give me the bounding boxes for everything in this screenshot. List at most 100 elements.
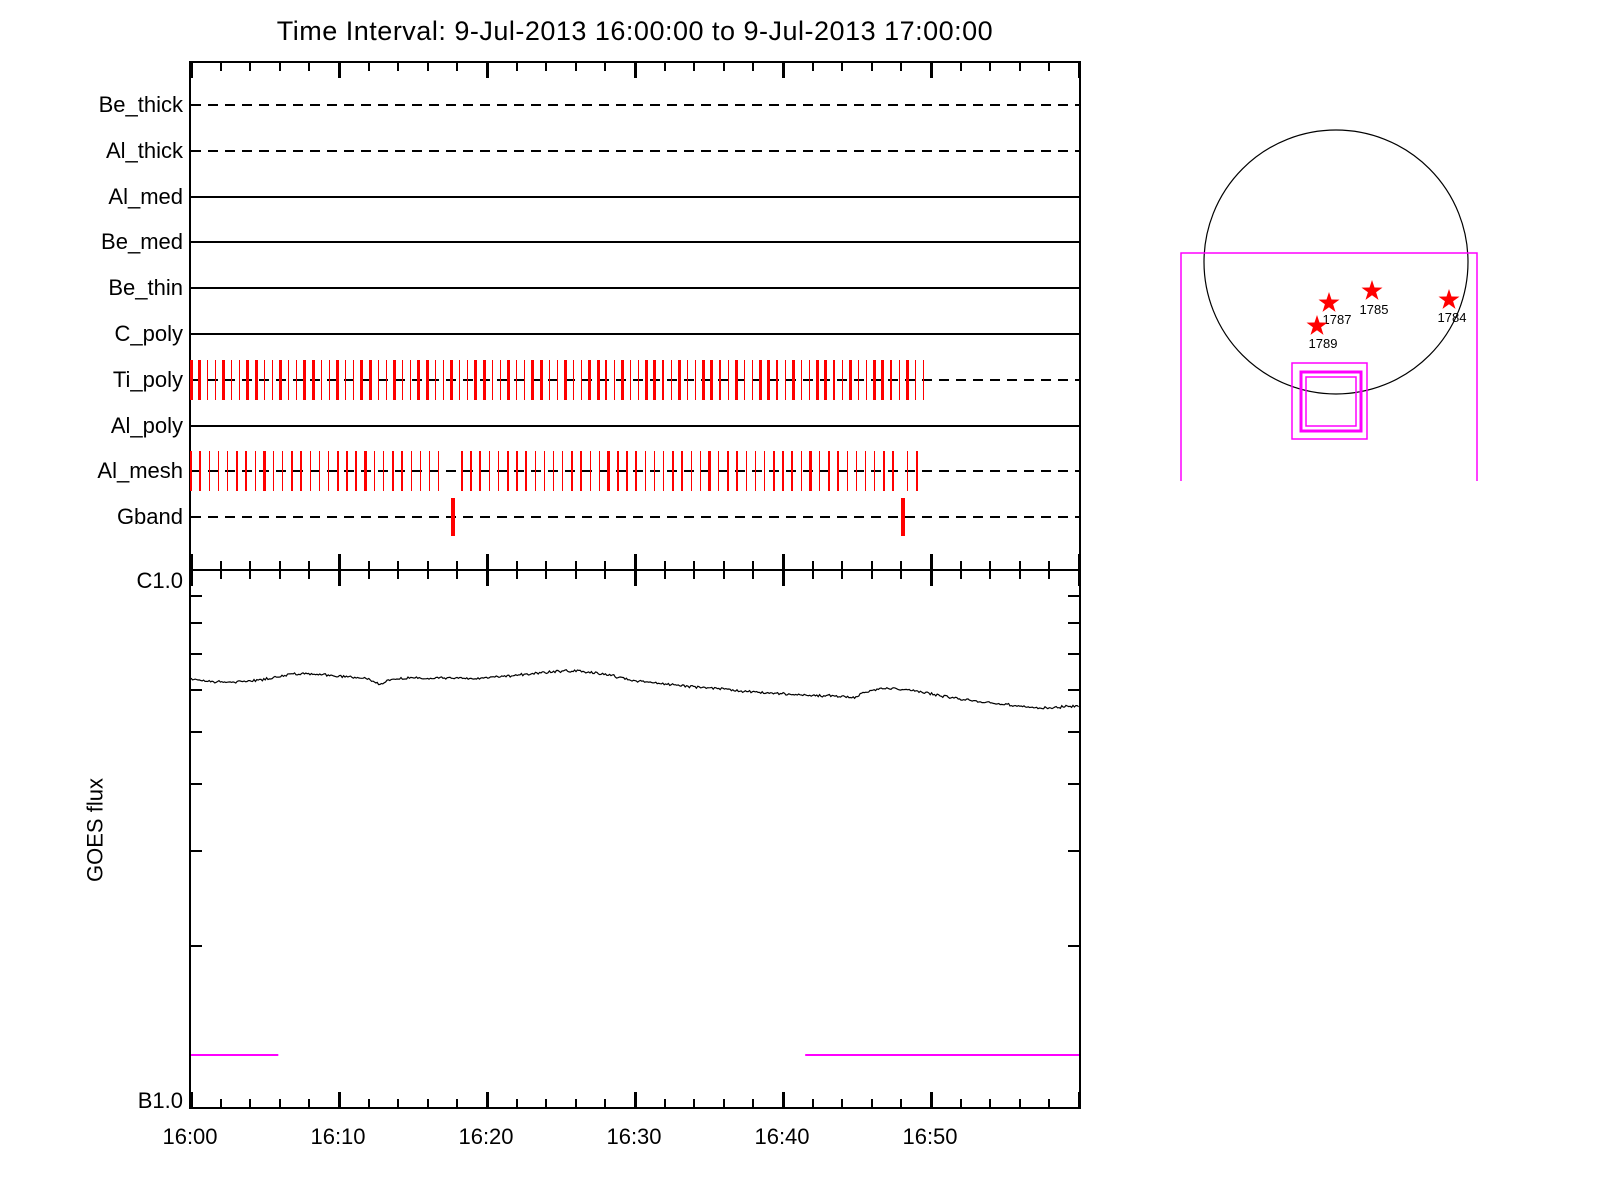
axis-tick-bottom bbox=[397, 561, 400, 569]
exposure-tick bbox=[506, 451, 509, 492]
exposure-tick bbox=[491, 359, 493, 400]
axis-tick-bottom bbox=[308, 561, 311, 569]
goes-y-minor-tick bbox=[191, 688, 202, 691]
goes-y-minor-tick bbox=[1068, 731, 1079, 734]
axis-tick-top bbox=[278, 63, 281, 71]
exposure-tick bbox=[360, 359, 364, 400]
active-region-label: 1787 bbox=[1323, 312, 1352, 327]
exposure-tick bbox=[497, 451, 500, 492]
exposure-tick bbox=[524, 359, 526, 400]
axis-tick-top bbox=[989, 571, 992, 579]
exposure-tick bbox=[677, 359, 681, 400]
axis-tick-top bbox=[781, 571, 785, 586]
exposure-tick bbox=[515, 359, 518, 400]
axis-tick-top bbox=[574, 63, 577, 71]
exposure-tick bbox=[271, 359, 274, 400]
exposure-tick bbox=[189, 359, 193, 400]
axis-tick-bottom bbox=[189, 554, 193, 569]
axis-tick-bottom bbox=[959, 1099, 962, 1107]
exposure-tick bbox=[588, 359, 592, 400]
exposure-tick bbox=[579, 451, 583, 492]
axis-tick-bottom bbox=[397, 1099, 400, 1107]
exposure-tick bbox=[589, 451, 591, 492]
exposure-tick bbox=[629, 359, 632, 400]
goes-y-minor-tick bbox=[191, 621, 202, 624]
axis-tick-top bbox=[1018, 63, 1021, 71]
axis-tick-top bbox=[456, 63, 459, 71]
exposure-tick bbox=[470, 451, 472, 492]
exposure-tick bbox=[442, 359, 444, 400]
axis-tick-bottom bbox=[515, 1099, 518, 1107]
goes-y-minor-tick bbox=[1068, 594, 1079, 597]
goes-flux-plot bbox=[191, 668, 1079, 1057]
axis-tick-top bbox=[249, 571, 252, 579]
goes-y-minor-tick bbox=[191, 783, 202, 786]
exposure-tick bbox=[377, 359, 379, 400]
axis-tick-top bbox=[189, 63, 193, 78]
exposure-tick bbox=[686, 359, 689, 400]
axis-tick-bottom bbox=[811, 1099, 814, 1107]
axis-tick-top bbox=[219, 63, 222, 71]
exposure-tick bbox=[828, 451, 830, 492]
exposure-tick bbox=[282, 451, 284, 492]
exposure-tick bbox=[776, 359, 778, 400]
axis-tick-bottom bbox=[693, 561, 696, 569]
timeline-row-label: Al_poly bbox=[110, 412, 183, 438]
exposure-tick bbox=[373, 451, 376, 492]
exposure-tick bbox=[197, 359, 201, 400]
axis-tick-bottom bbox=[900, 561, 903, 569]
exposure-tick bbox=[461, 451, 463, 492]
axis-tick-top bbox=[841, 63, 844, 71]
exposure-tick bbox=[239, 359, 241, 400]
exposure-tick bbox=[809, 451, 812, 492]
exposure-tick bbox=[336, 359, 340, 400]
axis-tick-bottom bbox=[189, 1092, 193, 1107]
active-region-label: 1784 bbox=[1438, 310, 1467, 325]
timeline-row-label: Al_med bbox=[108, 183, 183, 209]
exposure-tick bbox=[401, 359, 404, 400]
timeline-row-line bbox=[191, 333, 1079, 335]
exposure-tick bbox=[690, 451, 692, 492]
axis-tick-bottom bbox=[900, 1099, 903, 1107]
axis-tick-bottom bbox=[1077, 554, 1081, 569]
axis-tick-top bbox=[397, 63, 400, 71]
exposure-tick bbox=[915, 451, 919, 492]
exposure-tick bbox=[745, 451, 747, 492]
axis-tick-top bbox=[189, 571, 193, 586]
goes-y-minor-tick bbox=[1068, 688, 1079, 691]
exposure-tick bbox=[548, 359, 550, 400]
axis-tick-bottom bbox=[485, 1092, 489, 1107]
goes-y-minor-tick bbox=[191, 944, 202, 947]
axis-tick-top bbox=[426, 571, 429, 579]
exposure-tick bbox=[819, 451, 821, 492]
axis-tick-top bbox=[633, 63, 637, 78]
exposure-tick bbox=[279, 359, 283, 400]
exposure-tick bbox=[695, 359, 697, 400]
solar-limb-circle bbox=[1203, 129, 1469, 395]
axis-tick-bottom bbox=[1018, 561, 1021, 569]
timeline-row-line bbox=[191, 424, 1079, 427]
axis-tick-top bbox=[367, 63, 370, 71]
exposure-tick bbox=[516, 451, 518, 492]
axis-tick-top bbox=[604, 571, 607, 579]
axis-tick-bottom bbox=[1048, 1099, 1051, 1107]
timeline-row-label: Al_thick bbox=[105, 137, 183, 163]
exposure-tick bbox=[763, 451, 766, 492]
exposure-tick bbox=[199, 451, 201, 492]
exposure-tick bbox=[227, 451, 229, 492]
timeline-row-label: C_poly bbox=[114, 321, 183, 346]
exposure-tick bbox=[482, 359, 486, 400]
exposure-tick bbox=[410, 451, 412, 492]
exposure-tick bbox=[499, 359, 501, 400]
exposure-tick bbox=[702, 359, 706, 400]
exposure-tick bbox=[898, 359, 900, 400]
axis-tick-bottom bbox=[929, 1092, 933, 1107]
exposure-tick bbox=[848, 359, 852, 400]
axis-tick-bottom bbox=[811, 561, 814, 569]
axis-tick-top bbox=[722, 63, 725, 71]
exposure-tick bbox=[626, 451, 628, 492]
goes-ytop-label: C1.0 bbox=[136, 568, 183, 593]
axis-tick-top bbox=[752, 571, 755, 579]
axis-tick-bottom bbox=[337, 554, 341, 569]
